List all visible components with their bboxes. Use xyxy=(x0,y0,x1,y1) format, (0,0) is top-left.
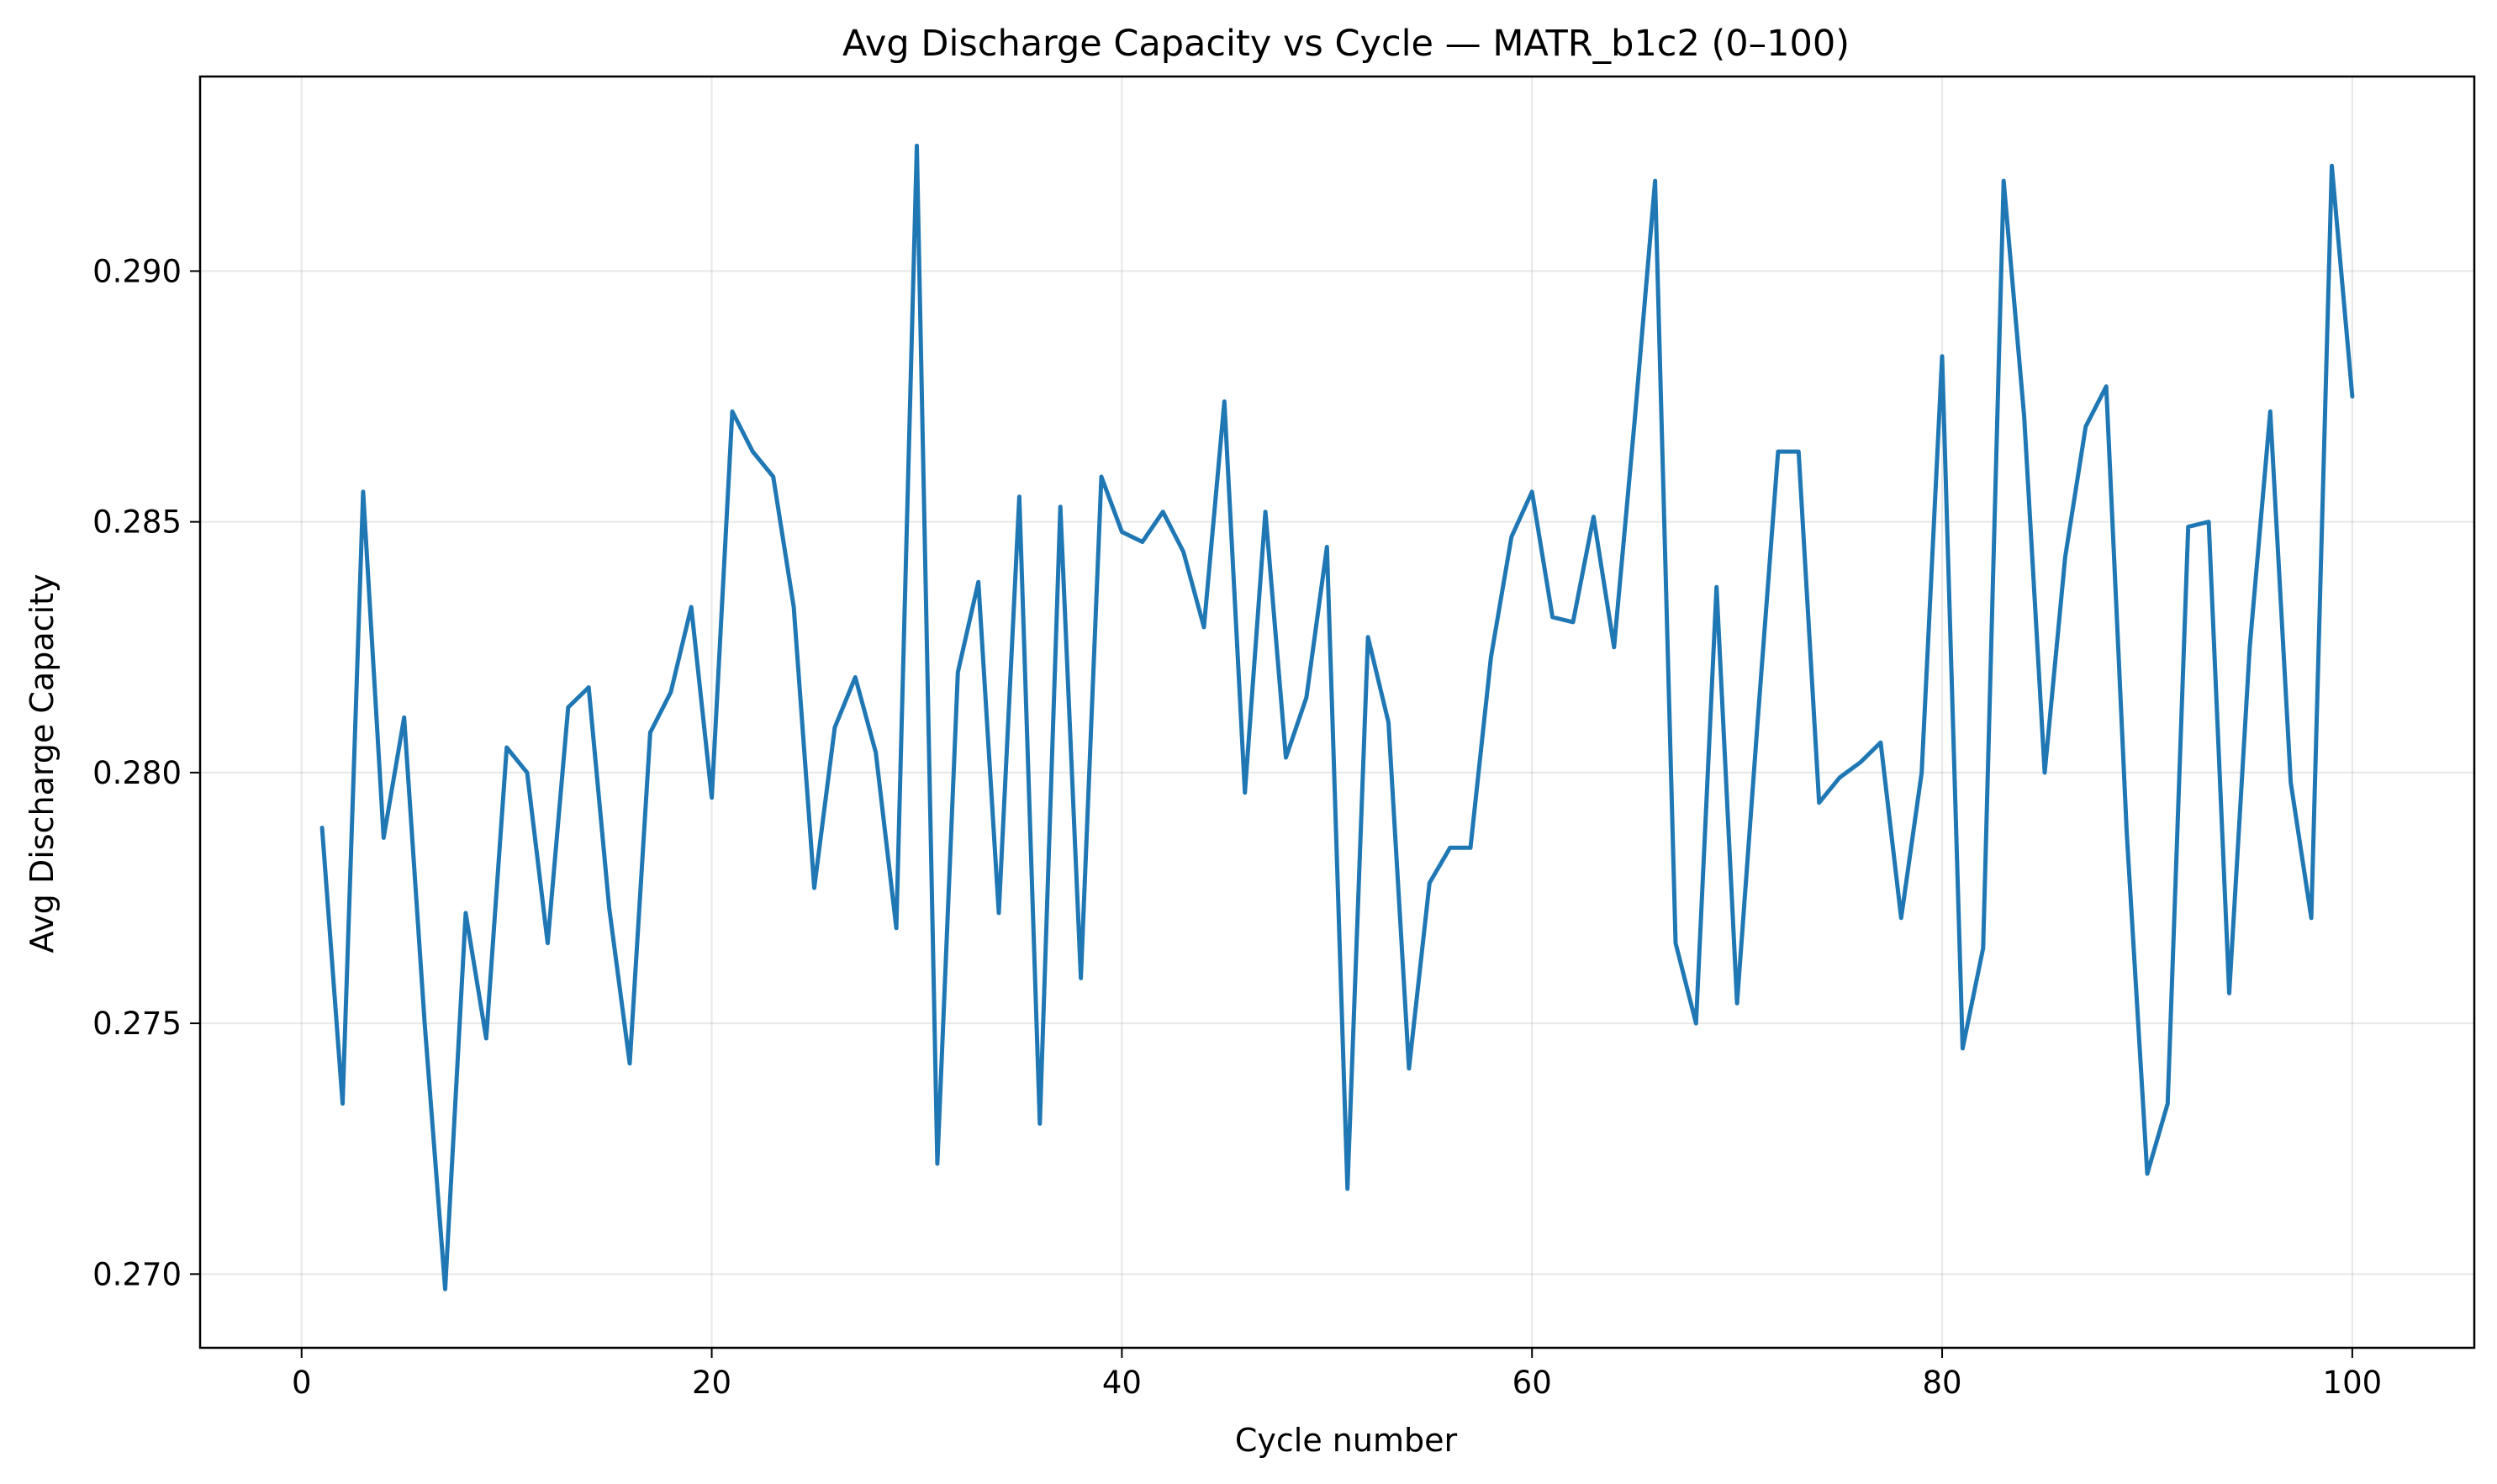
plot-area-frame xyxy=(198,75,2476,1349)
y-tick-label: 0.290 xyxy=(92,253,182,289)
x-tick-label: 60 xyxy=(1512,1365,1552,1401)
y-axis-label: Avg Discharge Capacity xyxy=(24,574,61,953)
x-axis-label: Cycle number xyxy=(1235,1422,1458,1459)
x-tick-label: 40 xyxy=(1102,1365,1142,1401)
x-tick-label: 100 xyxy=(2323,1365,2383,1401)
axis-ticks: 0 20 40 60 80 100 0.270 0.275 0.280 0.285 0.290 xyxy=(92,253,2382,1401)
chart-title: Avg Discharge Capacity vs Cycle — MATR_b… xyxy=(842,23,1850,65)
x-tick-label: 0 xyxy=(292,1365,312,1401)
x-tick-label: 80 xyxy=(1922,1365,1961,1401)
x-tick-label: 20 xyxy=(692,1365,731,1401)
y-tick-label: 0.280 xyxy=(92,755,182,791)
y-tick-label: 0.275 xyxy=(92,1006,182,1042)
y-tick-label: 0.270 xyxy=(92,1256,182,1292)
series-line xyxy=(319,143,2355,1291)
y-tick-label: 0.285 xyxy=(92,504,182,541)
grid-lines xyxy=(200,77,2474,1348)
